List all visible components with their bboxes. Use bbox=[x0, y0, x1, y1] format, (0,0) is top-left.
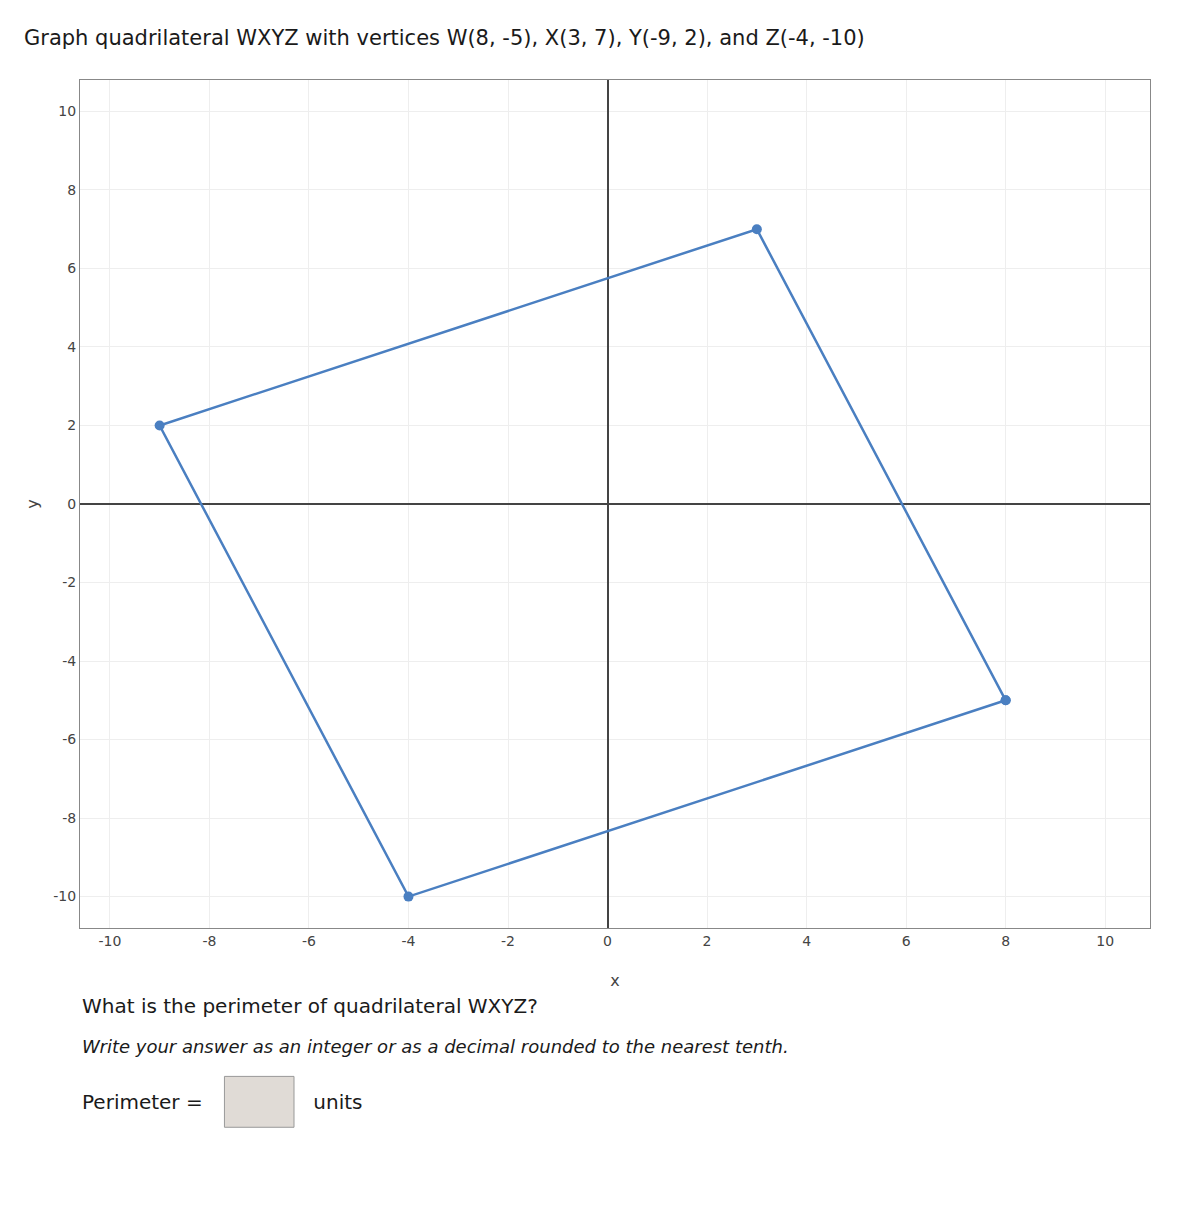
svg-text:-8: -8 bbox=[62, 810, 76, 826]
svg-text:-8: -8 bbox=[202, 933, 216, 949]
svg-text:8: 8 bbox=[1001, 933, 1010, 949]
svg-text:What is the perimeter of quadr: What is the perimeter of quadrilateral W… bbox=[82, 994, 538, 1018]
svg-text:4: 4 bbox=[802, 933, 811, 949]
svg-text:10: 10 bbox=[58, 103, 76, 119]
svg-text:y: y bbox=[23, 499, 42, 508]
svg-text:x: x bbox=[610, 971, 619, 990]
svg-text:-10: -10 bbox=[53, 888, 76, 904]
svg-text:6: 6 bbox=[67, 260, 76, 276]
svg-text:-2: -2 bbox=[501, 933, 515, 949]
svg-text:10: 10 bbox=[1096, 933, 1114, 949]
svg-text:-4: -4 bbox=[62, 653, 76, 669]
svg-text:0: 0 bbox=[67, 496, 76, 512]
svg-text:Perimeter =: Perimeter = bbox=[82, 1090, 209, 1114]
svg-text:units: units bbox=[307, 1090, 363, 1114]
svg-text:2: 2 bbox=[703, 933, 712, 949]
svg-text:-6: -6 bbox=[302, 933, 316, 949]
svg-text:8: 8 bbox=[67, 182, 76, 198]
svg-text:-4: -4 bbox=[401, 933, 415, 949]
svg-text:-10: -10 bbox=[98, 933, 121, 949]
svg-text:-6: -6 bbox=[62, 731, 76, 747]
svg-text:0: 0 bbox=[603, 933, 612, 949]
svg-text:4: 4 bbox=[67, 339, 76, 355]
svg-text:6: 6 bbox=[902, 933, 911, 949]
svg-text:Write your answer as an intege: Write your answer as an integer or as a … bbox=[82, 1036, 789, 1057]
svg-text:Graph quadrilateral WXYZ with: Graph quadrilateral WXYZ with vertices W… bbox=[24, 26, 865, 50]
svg-text:-2: -2 bbox=[62, 574, 76, 590]
svg-text:2: 2 bbox=[67, 417, 76, 433]
